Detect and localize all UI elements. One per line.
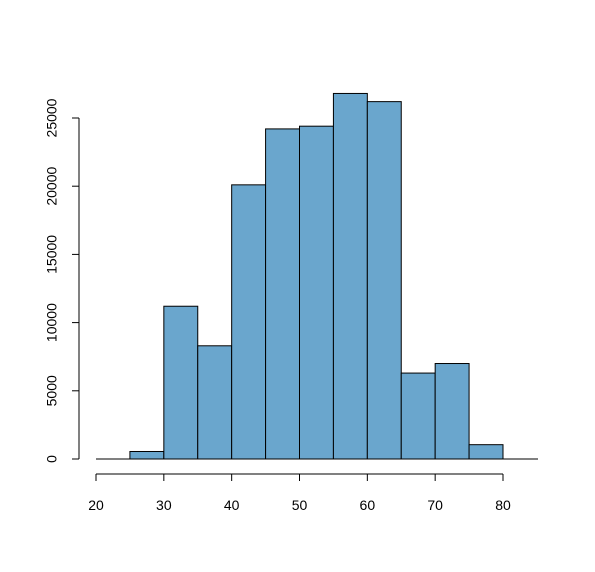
histogram-bar-2 <box>197 345 233 460</box>
y-tick-label-3: 15000 <box>44 235 60 274</box>
x-tick-label-1: 30 <box>156 497 172 513</box>
histogram-bar-8 <box>400 372 436 460</box>
bars-layer <box>129 92 504 460</box>
y-tick-label-4: 20000 <box>44 167 60 206</box>
histogram-bar-4 <box>265 128 301 460</box>
y-tick-label-2: 10000 <box>44 303 60 342</box>
histogram-bar-9 <box>434 363 470 460</box>
histogram-bar-1 <box>163 305 199 460</box>
histogram-bar-6 <box>332 92 368 460</box>
y-tick-label-5: 25000 <box>44 98 60 137</box>
histogram-bar-0 <box>129 450 165 460</box>
histogram-bar-7 <box>366 101 402 460</box>
x-axis: 20 30 40 50 60 70 80 <box>88 473 511 513</box>
x-tick-label-6: 80 <box>495 497 511 513</box>
y-axis: 0 5000 10000 15000 20000 25000 <box>44 98 80 463</box>
histogram-bar-3 <box>231 184 267 460</box>
x-tick-label-3: 50 <box>292 497 308 513</box>
x-tick-label-0: 20 <box>88 497 104 513</box>
y-tick-label-1: 5000 <box>44 375 60 406</box>
x-tick-label-5: 70 <box>427 497 443 513</box>
x-tick-label-4: 60 <box>360 497 376 513</box>
y-tick-label-0: 0 <box>44 455 60 463</box>
x-tick-label-2: 40 <box>224 497 240 513</box>
histogram-bar-10 <box>468 444 504 460</box>
histogram-bar-5 <box>299 125 334 460</box>
